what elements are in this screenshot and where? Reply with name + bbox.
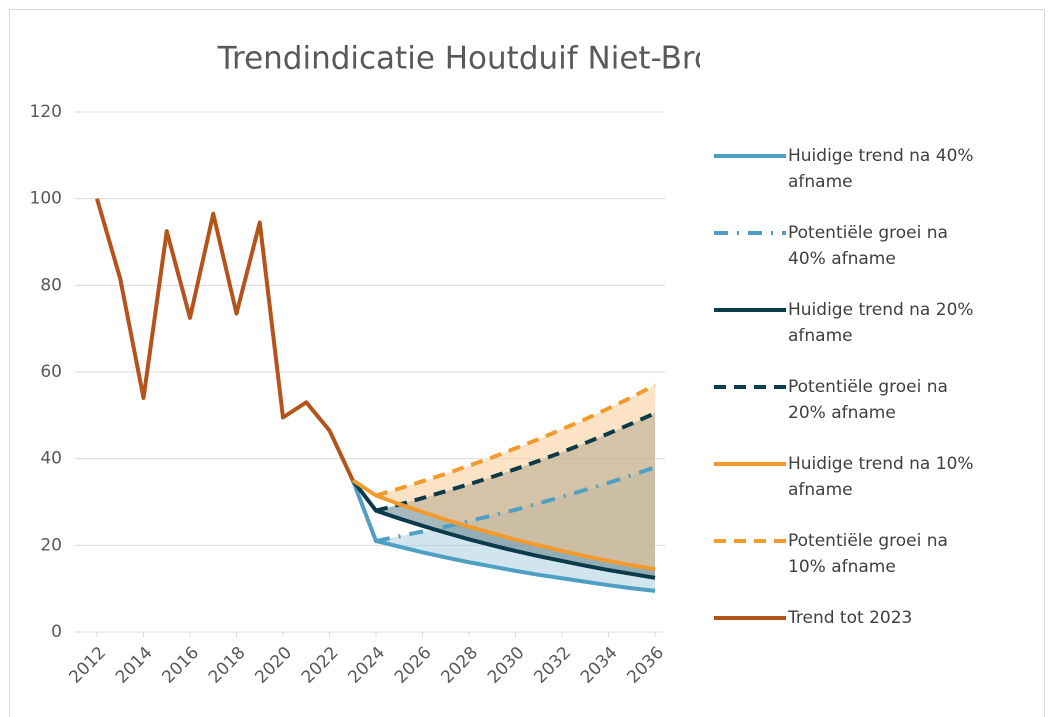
legend-label: Huidige trend na 10% afname [788,454,974,500]
x-tick-label: 2036 [623,643,668,688]
legend-item: Potentiële groei na 10% afname [712,528,982,605]
legend-swatch [714,616,786,620]
y-tick-label: 0 [51,622,62,642]
x-tick-label: 2026 [391,643,436,688]
series-line [351,479,656,580]
legend-item: Huidige trend na 10% afname [712,451,982,528]
legend-swatch [714,539,786,543]
legend-label: Potentiële groei na 20% afname [788,377,948,423]
y-tick-label: 80 [40,275,62,295]
series-line [95,198,355,482]
x-tick-label: 2018 [205,643,250,688]
y-tick-label: 120 [30,102,62,122]
band-area [376,385,655,570]
legend-label: Huidige trend na 20% afname [788,300,974,346]
x-tick-label: 2022 [298,643,343,688]
x-tick-label: 2014 [112,643,157,688]
series-line [375,465,656,543]
legend-swatch [714,308,786,312]
series-line [375,411,656,513]
legend-item: Trend tot 2023 [712,605,982,682]
chart-title: Trendindicatie Houtduif Niet-Broedvogel [217,41,700,77]
legend-label: Trend tot 2023 [788,608,913,628]
y-tick-label: 100 [30,189,62,209]
legend: Huidige trend na 40% afname Potentiële gr… [712,143,982,682]
legend-item: Huidige trend na 40% afname [712,143,982,220]
x-tick-label: 2016 [158,643,203,688]
legend-swatch [714,462,786,466]
series-line [375,383,656,498]
x-tick-label: 2030 [484,643,529,688]
legend-swatch [714,231,786,235]
legend-item: Potentiële groei na 40% afname [712,220,982,297]
legend-swatch [714,385,786,389]
x-tick-label: 2020 [251,643,296,688]
legend-label: Huidige trend na 40% afname [788,146,974,192]
x-tick-label: 2032 [530,643,575,688]
y-tick-label: 20 [40,535,62,555]
y-tick-label: 60 [40,362,62,382]
legend-item: Potentiële groei na 20% afname [712,374,982,451]
x-tick-label: 2024 [344,643,389,688]
y-tick-label: 40 [40,449,62,469]
legend-label: Potentiële groei na 40% afname [788,223,948,269]
x-tick-label: 2034 [577,643,622,688]
x-tick-label: 2028 [437,643,482,688]
series-line [350,479,656,593]
legend-label: Potentiële groei na 10% afname [788,531,948,577]
chart-frame [9,9,1045,717]
x-tick-label: 2012 [65,643,110,688]
chart: Trendindicatie Houtduif Niet-Broedvogel … [30,41,700,688]
legend-item: Huidige trend na 20% afname [712,297,982,374]
legend-swatch [714,154,786,158]
series-line [351,478,656,572]
